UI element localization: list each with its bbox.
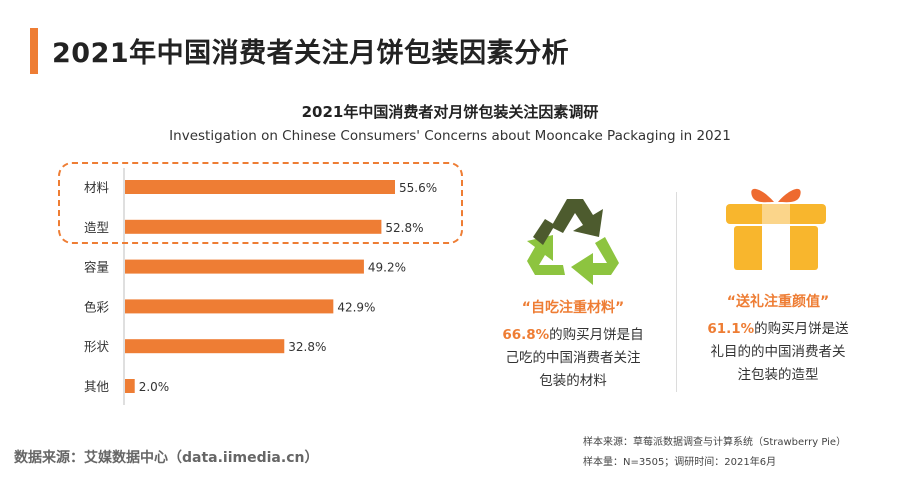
value-label: 49.2% — [368, 261, 406, 275]
page-title: 2021年中国消费者关注月饼包装因素分析 — [52, 38, 570, 69]
highlight-box — [58, 162, 463, 244]
value-label: 32.8% — [288, 340, 326, 354]
gift-percent: 61.1% — [707, 321, 755, 337]
value-label: 2.0% — [139, 380, 170, 394]
bar — [125, 180, 395, 194]
category-label: 其他 — [84, 379, 110, 394]
self-use-text-1: 的购买月饼是自 — [549, 327, 644, 343]
data-source: 数据来源：艾媒数据中心（data.iimedia.cn） — [14, 450, 319, 466]
category-label: 造型 — [84, 220, 109, 235]
self-use-percent: 66.8% — [502, 327, 550, 343]
value-label: 52.8% — [385, 221, 423, 235]
title-accent-bar — [30, 28, 38, 74]
self-use-text-3: 包装的材料 — [539, 373, 607, 389]
category-label: 材料 — [84, 180, 110, 195]
gift-panel: “送礼注重颜值” 61.1%的购买月饼是送 礼目的的中国消费者关 注包装的造型 — [693, 291, 863, 387]
value-label: 55.6% — [399, 181, 437, 195]
gift-text-2: 礼目的的中国消费者关 — [710, 344, 846, 360]
gift-quote: “送礼注重颜值” — [726, 294, 830, 310]
category-label: 形状 — [84, 339, 110, 354]
chart-subtitle: Investigation on Chinese Consumers' Conc… — [169, 128, 731, 144]
self-use-panel: “自吃注重材料” 66.8%的购买月饼是自 己吃的中国消费者关注 包装的材料 — [488, 297, 658, 393]
sample-size: 样本量：N=3505；调研时间：2021年6月 — [583, 457, 777, 468]
gift-text-3: 注包装的造型 — [737, 367, 819, 383]
panel-divider — [676, 192, 677, 392]
bar — [125, 379, 135, 393]
chart-title: 2021年中国消费者对月饼包装关注因素调研 — [301, 103, 599, 121]
category-label: 容量 — [84, 260, 109, 275]
self-use-quote: “自吃注重材料” — [521, 300, 625, 316]
bar — [125, 219, 382, 234]
category-label: 色彩 — [84, 299, 110, 314]
gift-text-1: 的购买月饼是送 — [754, 321, 849, 337]
self-use-text-2: 己吃的中国消费者关注 — [505, 350, 641, 366]
value-label: 42.9% — [337, 300, 375, 314]
bar — [125, 339, 285, 354]
bar — [125, 299, 334, 314]
bar — [125, 259, 364, 274]
sample-source: 样本来源：草莓派数据调查与计算系统（Strawberry Pie） — [583, 437, 847, 448]
gift-icon — [726, 188, 826, 270]
recycle-icon — [527, 199, 619, 285]
